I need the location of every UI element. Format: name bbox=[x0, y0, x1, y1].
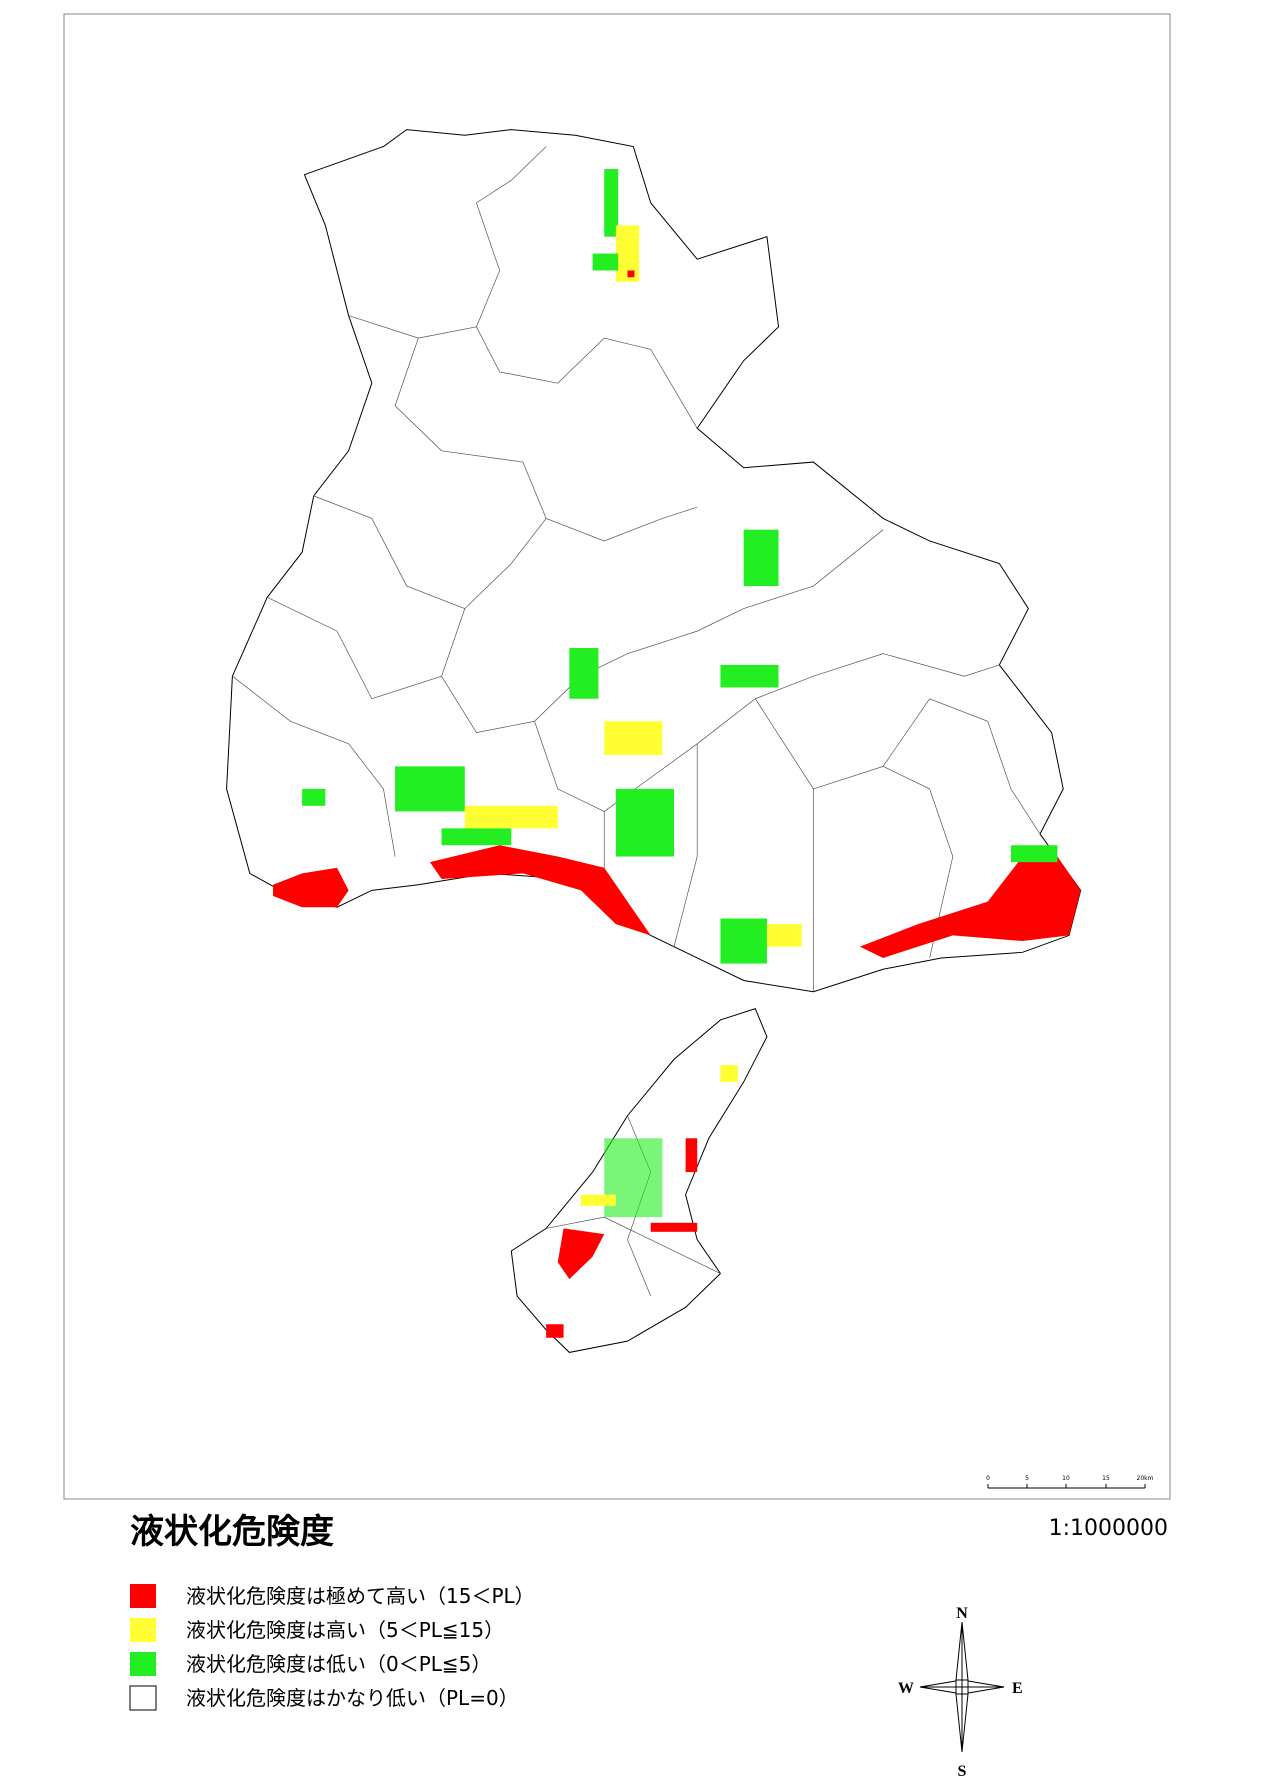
map bbox=[227, 130, 1081, 1353]
compass: N E S W bbox=[898, 1605, 1023, 1780]
municipal-borders bbox=[232, 147, 1040, 1297]
legend-label: 液状化危険度は低い（0＜PL≦5） bbox=[186, 1652, 491, 1676]
legend-swatch bbox=[130, 1618, 156, 1642]
legend-swatch bbox=[129, 1685, 157, 1711]
scale-label: 10 bbox=[1062, 1475, 1070, 1482]
scale-label: 20km bbox=[1137, 1475, 1154, 1482]
scale-ratio: 1:1000000 bbox=[1049, 1516, 1168, 1541]
scale-label: 5 bbox=[1025, 1475, 1029, 1482]
scale-bar: 0 5 10 15 20km bbox=[986, 1475, 1154, 1489]
compass-n: N bbox=[956, 1605, 968, 1622]
legend: 液状化危険度は極めて高い（15＜PL） 液状化危険度は高い（5＜PL≦15） 液状化… bbox=[129, 1584, 535, 1711]
legend-swatch bbox=[130, 1652, 156, 1676]
map-title: 液状化危険度 bbox=[130, 1512, 334, 1552]
compass-s: S bbox=[958, 1763, 967, 1780]
legend-label: 液状化危険度は高い（5＜PL≦15） bbox=[186, 1618, 504, 1642]
legend-swatch bbox=[130, 1584, 156, 1608]
legend-label: 液状化危険度は極めて高い（15＜PL） bbox=[186, 1584, 535, 1608]
compass-w: W bbox=[898, 1680, 914, 1697]
scale-label: 0 bbox=[986, 1475, 990, 1482]
compass-e: E bbox=[1012, 1680, 1023, 1697]
legend-label: 液状化危険度はかなり低い（PL=0） bbox=[186, 1686, 519, 1710]
scale-label: 15 bbox=[1102, 1475, 1110, 1482]
